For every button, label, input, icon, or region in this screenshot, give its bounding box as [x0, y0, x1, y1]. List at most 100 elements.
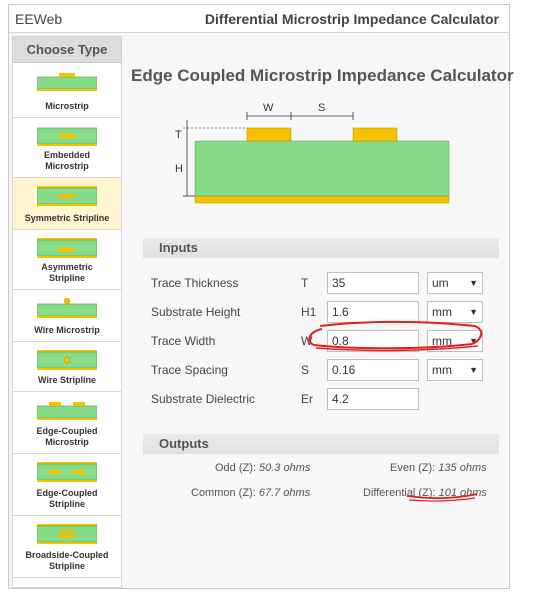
spacing-label: Trace Spacing: [151, 363, 228, 377]
type-item-asymmetric[interactable]: Asymmetric Stripline: [13, 230, 121, 290]
cross-section-diagram: W S T H: [175, 102, 450, 204]
microstrip-thumbnail-icon: [37, 73, 97, 91]
odd-label: Odd (Z):: [215, 462, 256, 474]
chevron-down-icon: ▼: [469, 307, 478, 317]
type-item-label-line: Stripline: [48, 561, 85, 571]
thickness-unit-select[interactable]: um ▼: [427, 272, 483, 294]
outputs-section-header: Outputs: [143, 434, 499, 454]
type-sidebar: Choose Type Microstrip Embedded Microstrip…: [12, 36, 122, 588]
type-item-label-line: Stripline: [48, 499, 85, 509]
type-list: Microstrip Embedded Microstrip Symmetric St…: [13, 63, 121, 578]
chevron-down-icon: ▼: [469, 278, 478, 288]
label-t: T: [175, 129, 182, 141]
common-impedance: Common (Z): 67.7 ohms: [191, 487, 310, 499]
type-item-label-line: Broadside-Coupled: [25, 550, 109, 560]
sidebar-heading: Choose Type: [13, 37, 121, 63]
type-item-label: Symmetric Stripline: [13, 213, 121, 224]
type-item-label: Edge-Coupled Stripline: [13, 488, 121, 510]
even-impedance: Even (Z): 135 ohms: [390, 462, 487, 474]
type-item-label: Broadside-Coupled Stripline: [13, 550, 121, 572]
type-item-embedded[interactable]: Embedded Microstrip: [13, 118, 121, 178]
chevron-down-icon: ▼: [469, 336, 478, 346]
type-item-label-line: Microstrip: [45, 161, 89, 171]
thickness-label: Trace Thickness: [151, 276, 239, 290]
type-item-label: Embedded Microstrip: [13, 150, 121, 172]
wire-microstrip-thumbnail-icon: [37, 298, 97, 318]
type-item-label-line: Embedded: [43, 150, 90, 160]
width-unit-select[interactable]: mm ▼: [427, 330, 483, 352]
height-input[interactable]: [327, 301, 419, 323]
spacing-symbol: S: [301, 363, 310, 377]
app-window: EEWeb Differential Microstrip Impedance …: [8, 4, 514, 589]
ground-plane: [194, 195, 450, 204]
type-item-label-line: Microstrip: [45, 437, 89, 447]
type-item-label: Wire Stripline: [13, 375, 121, 386]
width-symbol: W: [301, 334, 313, 348]
brand-logo[interactable]: EEWeb: [15, 11, 63, 27]
type-item-label-line: Wire Microstrip: [34, 325, 100, 335]
common-label: Common (Z):: [191, 487, 256, 499]
type-item-broadside[interactable]: Broadside-Coupled Stripline: [13, 516, 121, 578]
calculator-panel: Edge Coupled Microstrip Impedance Calcul…: [125, 36, 514, 588]
type-item-label-line: Symmetric Stripline: [24, 213, 110, 223]
dielectric-input[interactable]: [327, 388, 419, 410]
type-item-label: Asymmetric Stripline: [13, 262, 121, 284]
broadside-thumbnail-icon: [37, 524, 97, 544]
edge-microstrip-thumbnail-icon: [37, 402, 97, 420]
spacing-input[interactable]: [327, 359, 419, 381]
edge-stripline-thumbnail-icon: [37, 462, 97, 482]
height-unit-select[interactable]: mm ▼: [427, 301, 483, 323]
label-h: H: [175, 163, 183, 175]
top-bar: EEWeb Differential Microstrip Impedance …: [9, 5, 509, 33]
trace-right: [352, 127, 398, 142]
page-title: Edge Coupled Microstrip Impedance Calcul…: [131, 66, 514, 85]
type-item-edge-stripline[interactable]: Edge-Coupled Stripline: [13, 454, 121, 516]
type-item-label: Wire Microstrip: [13, 325, 121, 336]
type-item-label: Edge-Coupled Microstrip: [13, 426, 121, 448]
dielectric-label: Substrate Dielectric: [151, 392, 256, 406]
input-row-width: Trace Width W mm▼: [151, 330, 501, 352]
type-item-label-line: Edge-Coupled: [36, 426, 98, 436]
trace-left: [246, 127, 292, 142]
chevron-down-icon: ▼: [469, 365, 478, 375]
symmetric-thumbnail-icon: [37, 186, 97, 206]
type-item-wire-microstrip[interactable]: Wire Microstrip: [13, 290, 121, 342]
differential-value: 101 ohms: [438, 487, 487, 499]
type-item-label-line: Wire Stripline: [38, 375, 96, 385]
odd-impedance: Odd (Z): 50.3 ohms: [215, 462, 310, 474]
differential-impedance: Differential (Z): 101 ohms: [363, 487, 487, 499]
height-label: Substrate Height: [151, 305, 241, 319]
input-row-dielectric: Substrate Dielectric Er: [151, 388, 501, 410]
type-item-edge-microstrip[interactable]: Edge-Coupled Microstrip: [13, 392, 121, 454]
input-row-spacing: Trace Spacing S mm▼: [151, 359, 501, 381]
type-item-label-line: Edge-Coupled: [36, 488, 98, 498]
substrate: [194, 140, 450, 197]
height-symbol: H1: [301, 305, 317, 319]
type-item-label-line: Microstrip: [45, 101, 89, 111]
app-title: Differential Microstrip Impedance Calcul…: [204, 11, 499, 27]
type-item-symmetric[interactable]: Symmetric Stripline: [13, 178, 121, 230]
input-row-thickness: Trace Thickness T um▼: [151, 272, 501, 294]
odd-value: 50.3 ohms: [259, 462, 311, 474]
type-item-wire-stripline[interactable]: Wire Stripline: [13, 342, 121, 392]
inputs-heading: Inputs: [159, 240, 198, 255]
outputs-heading: Outputs: [159, 436, 209, 451]
type-item-label-line: Stripline: [48, 273, 85, 283]
even-label: Even (Z):: [390, 462, 436, 474]
type-item-label: Microstrip: [13, 101, 121, 112]
embedded-thumbnail-icon: [37, 127, 97, 146]
label-w: W: [263, 102, 274, 114]
spacing-unit-select[interactable]: mm ▼: [427, 359, 483, 381]
width-input[interactable]: [327, 330, 419, 352]
asymmetric-thumbnail-icon: [37, 238, 97, 258]
common-value: 67.7 ohms: [258, 487, 311, 499]
thickness-symbol: T: [301, 276, 309, 290]
differential-label: Differential (Z):: [363, 487, 436, 499]
even-value: 135 ohms: [438, 462, 487, 474]
type-item-microstrip[interactable]: Microstrip: [13, 63, 121, 118]
inputs-section-header: Inputs: [143, 238, 499, 258]
wire-stripline-thumbnail-icon: [37, 350, 97, 370]
width-label: Trace Width: [151, 334, 216, 348]
thickness-input[interactable]: [327, 272, 419, 294]
type-item-label-line: Asymmetric: [41, 262, 93, 272]
